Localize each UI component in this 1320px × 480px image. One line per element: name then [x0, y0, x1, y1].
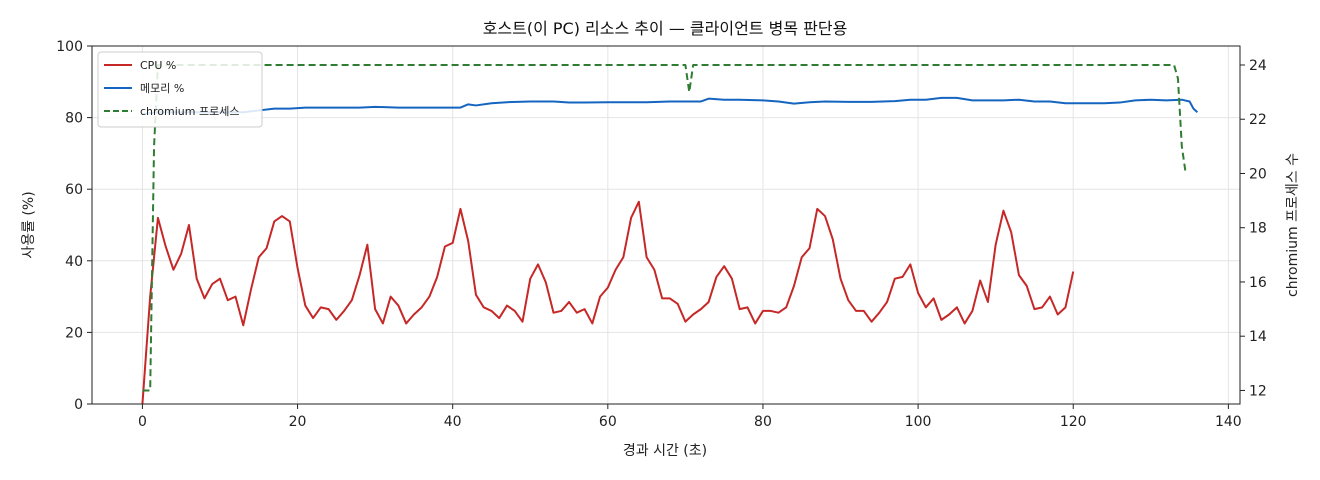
y-tick-label: 20 — [65, 325, 83, 341]
x-tick-label: 60 — [599, 414, 617, 430]
plot-frame — [91, 45, 1241, 405]
x-tick-label: 140 — [1215, 414, 1242, 430]
y-tick-label: 80 — [65, 111, 83, 127]
x-tick-label: 0 — [138, 414, 147, 430]
chart-title: 호스트(이 PC) 리소스 추이 — 클라이언트 병목 판단용 — [483, 19, 848, 38]
legend-label-memory: 메모리 % — [140, 82, 184, 95]
y2-tick-label: 20 — [1249, 166, 1267, 182]
legend-label-cpu: CPU % — [140, 59, 176, 72]
x-tick-label: 120 — [1060, 414, 1087, 430]
y-tick-label: 60 — [65, 182, 83, 198]
plot-series — [141, 63, 1199, 405]
x-tick-label: 80 — [754, 414, 772, 430]
x-tick-label: 20 — [289, 414, 307, 430]
y2-axis-label: chromium 프로세스 수 — [1285, 153, 1301, 297]
x-tick-label: 40 — [444, 414, 462, 430]
y-ticks: 0 20 40 60 80 100 — [56, 39, 92, 413]
y2-tick-label: 12 — [1249, 383, 1267, 399]
y2-tick-label: 24 — [1249, 58, 1267, 74]
y2-tick-label: 14 — [1249, 329, 1267, 345]
y2-tick-label: 16 — [1249, 275, 1267, 291]
legend: CPU % 메모리 % chromium 프로세스 — [97, 51, 263, 128]
y2-tick-label: 18 — [1249, 221, 1267, 237]
x-axis-label: 경과 시간 (초) — [623, 443, 707, 459]
series-line-chromium — [142, 63, 1187, 392]
y2-tick-label: 22 — [1249, 112, 1267, 128]
grid — [92, 45, 1240, 405]
x-ticks: 0 20 40 60 80 100 120 140 — [138, 404, 1242, 430]
y2-ticks: 12 14 16 18 20 22 24 — [1240, 58, 1267, 399]
y-tick-label: 100 — [56, 39, 83, 55]
series-line-memory — [142, 96, 1199, 116]
y-axis-label: 사용률 (%) — [21, 191, 37, 258]
legend-box — [97, 51, 263, 128]
y-tick-label: 40 — [65, 254, 83, 270]
y-tick-label: 0 — [74, 397, 83, 413]
x-tick-label: 100 — [905, 414, 932, 430]
series-line-cpu — [141, 200, 1075, 405]
legend-label-chromium: chromium 프로세스 — [140, 105, 239, 118]
